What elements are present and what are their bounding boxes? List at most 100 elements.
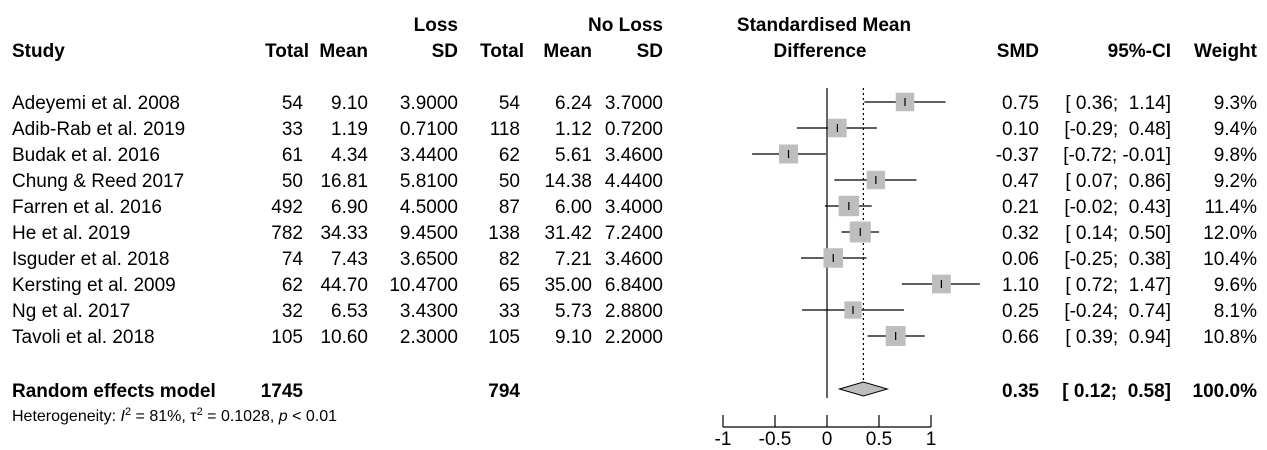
total-loss: 105	[271, 327, 303, 348]
total-loss: 54	[282, 93, 304, 114]
sd-loss: 0.7100	[400, 119, 458, 140]
sd-loss: 3.4300	[400, 301, 458, 322]
total-no-loss: 87	[499, 197, 520, 218]
sd-loss: 3.9000	[400, 93, 458, 114]
summary-total-loss: 1745	[261, 381, 304, 402]
sd-loss: 2.3000	[400, 327, 458, 348]
table-row: Adeyemi et al. 2008 54 9.10 3.9000 54 6.24 3.7…	[12, 93, 1257, 114]
total-no-loss: 65	[499, 275, 520, 296]
heterogeneity-stat: Heterogeneity: I2 = 81%, τ2 = 0.1028, p …	[12, 406, 337, 425]
weight-value: 8.1%	[1214, 301, 1257, 322]
mean-loss: 6.90	[331, 197, 368, 218]
total-no-loss: 118	[490, 119, 520, 140]
mean-loss: 44.70	[320, 275, 368, 296]
sd-loss: 3.4400	[400, 145, 458, 166]
ci-value: [ 0.36; 1.14]	[1065, 93, 1171, 114]
mean-loss: 1.19	[331, 119, 368, 140]
total-loss: 33	[282, 119, 303, 140]
table-row: Adib-Rab et al. 2019 33 1.19 0.7100 118 1.12 0…	[12, 119, 1257, 140]
total-no-loss: 62	[499, 145, 520, 166]
summary-label: Random effects model	[12, 381, 216, 402]
total-no-loss: 54	[499, 93, 521, 114]
total-loss: 782	[271, 223, 303, 244]
smd-value: 0.66	[1002, 327, 1039, 348]
mean-no-loss: 6.00	[555, 197, 592, 218]
study-name: Ng et al. 2017	[12, 301, 130, 322]
weight-value: 10.4%	[1203, 249, 1257, 270]
sd-no-loss: 2.8800	[605, 301, 663, 322]
weight-value: 9.6%	[1214, 275, 1257, 296]
study-rows: Adeyemi et al. 2008 54 9.10 3.9000 54 6.24 3.7…	[12, 93, 1257, 348]
mean-loss: 9.10	[331, 93, 368, 114]
sd-loss: 10.4700	[389, 275, 458, 296]
mean-no-loss: 7.21	[555, 249, 592, 270]
smd-value: 0.06	[1002, 249, 1039, 270]
sd-no-loss: 0.7200	[605, 119, 663, 140]
mean-no-loss: 14.38	[544, 171, 592, 192]
mean-loss: 4.34	[331, 145, 368, 166]
summary-total-no-loss: 794	[488, 381, 520, 402]
mean-loss: 34.33	[320, 223, 368, 244]
mean-loss: 7.43	[331, 249, 368, 270]
total-loss: 32	[282, 301, 303, 322]
weight-value: 9.3%	[1214, 93, 1257, 114]
sd-no-loss: 3.4600	[605, 249, 663, 270]
table-row: He et al. 2019 782 34.33 9.4500 138 31.42 7.24…	[12, 223, 1257, 244]
sd-loss: 9.4500	[400, 223, 458, 244]
header-group-loss: Loss	[414, 15, 458, 36]
smd-value: 0.32	[1002, 223, 1039, 244]
total-no-loss: 138	[488, 223, 520, 244]
smd-value: 0.21	[1002, 197, 1039, 218]
mean-loss: 16.81	[320, 171, 368, 192]
header-ci: 95%-CI	[1108, 41, 1171, 62]
smd-value: -0.37	[996, 145, 1039, 166]
smd-value: 0.75	[1002, 93, 1039, 114]
header-total-no-loss: Total	[480, 41, 524, 62]
summary-weight: 100.0%	[1193, 381, 1258, 402]
header-mean-no-loss: Mean	[543, 41, 592, 62]
ci-value: [-0.25; 0.38]	[1064, 249, 1171, 270]
sd-no-loss: 4.4400	[605, 171, 663, 192]
mean-no-loss: 1.12	[555, 119, 592, 140]
mean-loss: 6.53	[331, 301, 368, 322]
x-tick-label: 0	[822, 429, 833, 450]
total-no-loss: 33	[499, 301, 520, 322]
summary-ci: [ 0.12; 0.58]	[1062, 381, 1171, 402]
header-weight: Weight	[1194, 41, 1258, 62]
ci-value: [-0.72; -0.01]	[1063, 145, 1171, 166]
table-row: Chung & Reed 2017 50 16.81 5.8100 50 14.38 4.4…	[12, 171, 1257, 192]
study-name: Isguder et al. 2018	[12, 249, 169, 270]
header-mean-loss: Mean	[319, 41, 368, 62]
sd-loss: 3.6500	[400, 249, 458, 270]
mean-no-loss: 6.24	[555, 93, 592, 114]
sd-no-loss: 6.8400	[605, 275, 663, 296]
mean-no-loss: 9.10	[555, 327, 592, 348]
total-loss: 74	[282, 249, 304, 270]
table-row: Farren et al. 2016 492 6.90 4.5000 87 6.00 3.4…	[12, 197, 1257, 218]
sd-no-loss: 3.7000	[605, 93, 663, 114]
mean-no-loss: 35.00	[544, 275, 592, 296]
weight-value: 11.4%	[1205, 197, 1258, 218]
study-name: Chung & Reed 2017	[12, 171, 184, 192]
header-plot-line2: Difference	[774, 41, 867, 62]
table-row: Budak et al. 2016 61 4.34 3.4400 62 5.61 3.460…	[12, 145, 1257, 166]
x-tick-label: -0.5	[759, 429, 792, 450]
mean-no-loss: 5.73	[555, 301, 592, 322]
study-name: Kersting et al. 2009	[12, 275, 176, 296]
ci-value: [-0.29; 0.48]	[1064, 119, 1171, 140]
study-name: Tavoli et al. 2018	[12, 327, 155, 348]
header-total-loss: Total	[265, 41, 309, 62]
mean-loss: 10.60	[320, 327, 368, 348]
sd-loss: 5.8100	[400, 171, 458, 192]
study-name: He et al. 2019	[12, 223, 130, 244]
ci-value: [-0.02; 0.43]	[1064, 197, 1171, 218]
table-row: Ng et al. 2017 32 6.53 3.4300 33 5.73 2.8800 0.…	[12, 301, 1257, 322]
summary-row: Random effects model 1745 794 0.35 [ 0.1…	[12, 381, 1257, 402]
weight-value: 10.8%	[1203, 327, 1257, 348]
header-plot-line1: Standardised Mean	[737, 15, 911, 36]
header-study: Study	[12, 41, 65, 62]
total-no-loss: 105	[488, 327, 520, 348]
smd-value: 0.47	[1002, 171, 1039, 192]
header-sd-loss: SD	[432, 41, 458, 62]
x-tick-label: 0.5	[866, 429, 892, 450]
